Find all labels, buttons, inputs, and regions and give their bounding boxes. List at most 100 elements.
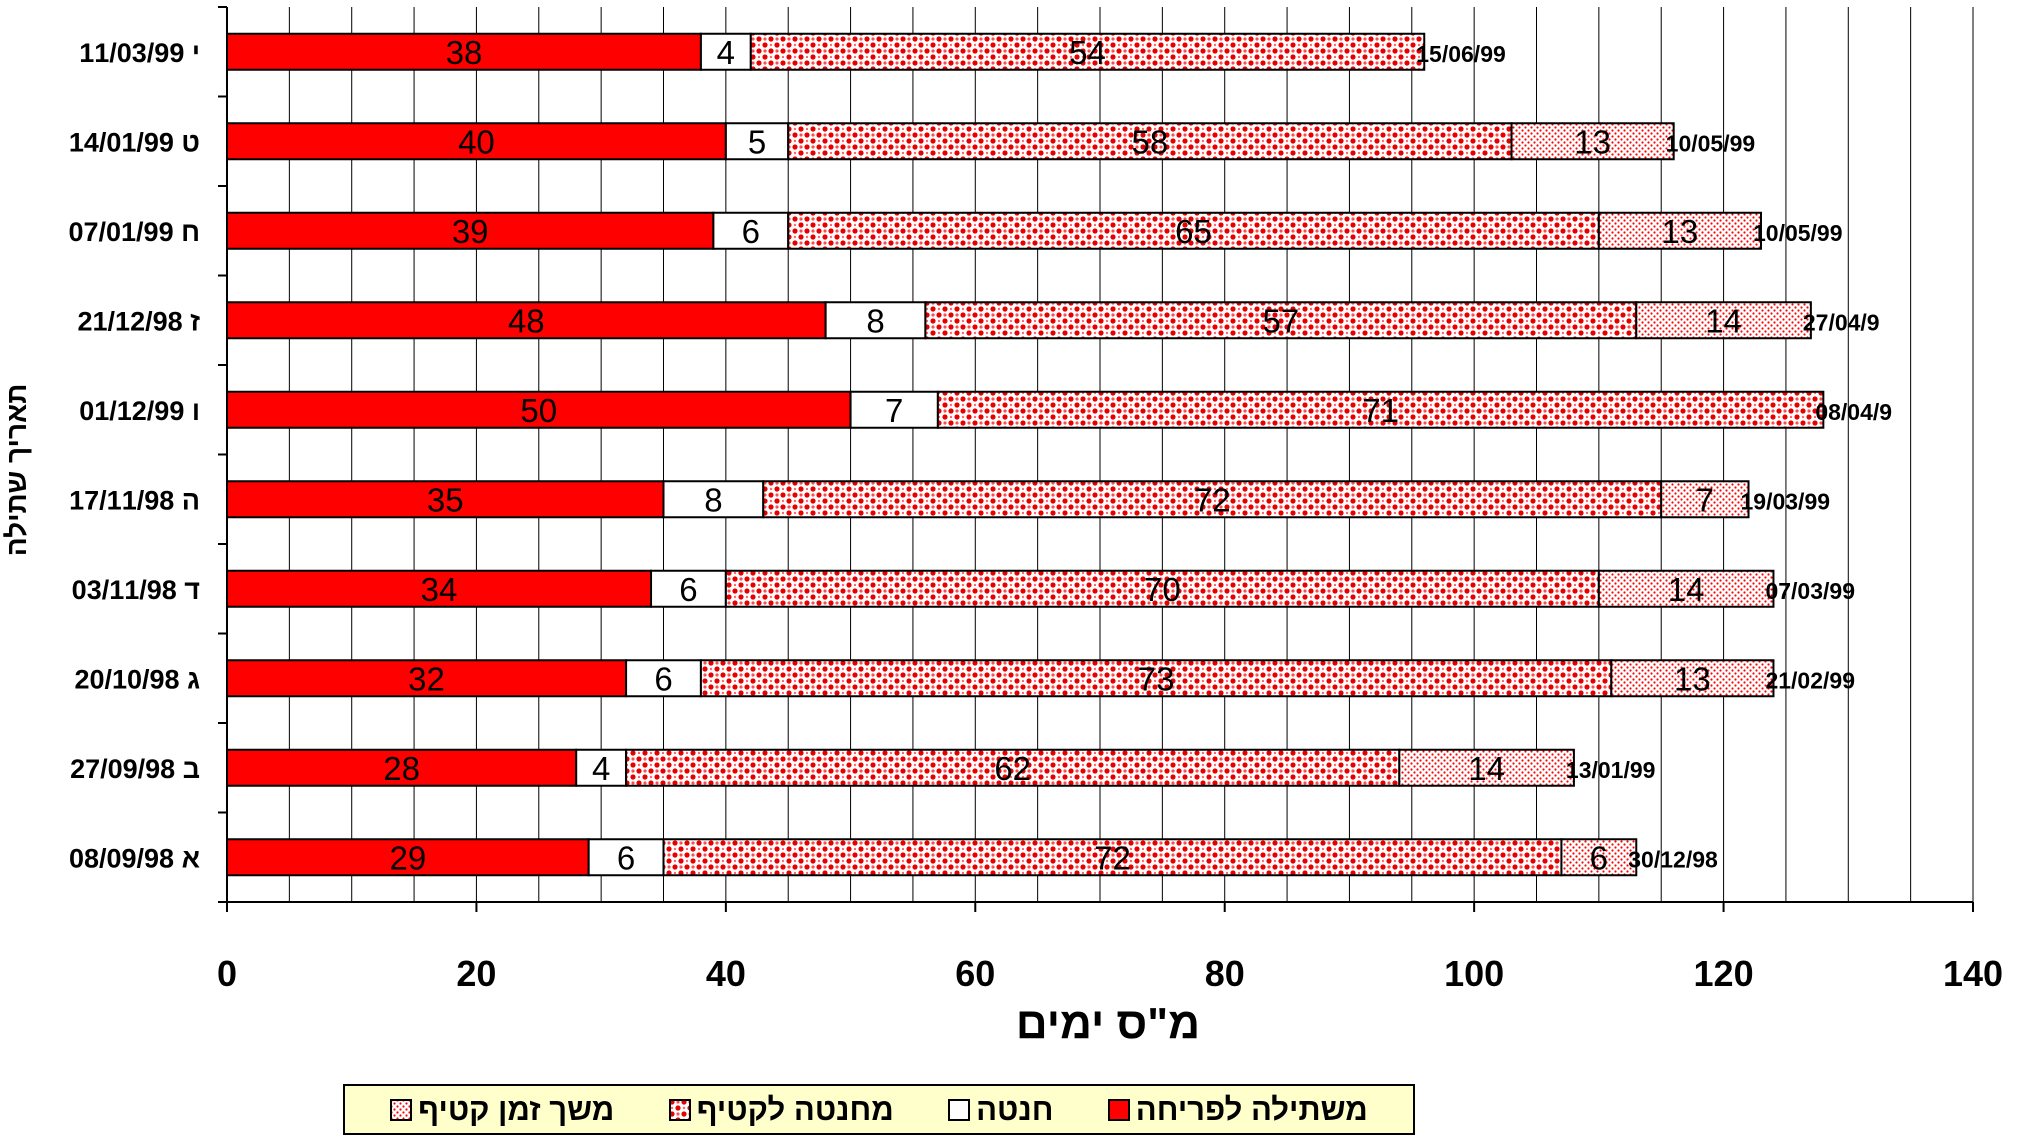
bar-segment-0-2 [749, 32, 1426, 71]
bar-segment-8-1 [575, 748, 628, 787]
bar-segment-8-2 [625, 748, 1401, 787]
category-label-9: 08/09/98 א [69, 843, 200, 873]
legend-label-series-4: משך זמן קטיף [418, 1091, 615, 1127]
x-tick-label-80: 80 [1205, 953, 1245, 994]
x-tick-label-0: 0 [217, 953, 237, 994]
bar-segment-4-2 [936, 390, 1825, 429]
bar-segment-0-1 [699, 32, 752, 71]
category-label-2: 07/01/99 ח [68, 217, 200, 247]
data-label-1-0: 40 [458, 123, 495, 160]
bar-segment-9-3 [1560, 838, 1638, 877]
bar-segment-9-0 [226, 838, 590, 877]
bar-segment-7-2 [699, 659, 1613, 698]
data-label-7-1: 6 [654, 660, 672, 697]
data-label-8-0: 28 [383, 750, 420, 787]
bar-segment-5-2 [762, 480, 1663, 519]
category-label-8: 27/09/98 ב [70, 754, 200, 784]
end-date-label-5: 19/03/99 [1741, 488, 1831, 514]
data-label-4-2: 71 [1362, 392, 1399, 429]
legend-swatch-series-1 [1107, 1098, 1130, 1121]
data-label-9-3: 6 [1590, 839, 1608, 876]
end-date-label-2: 10/05/99 [1753, 220, 1843, 246]
data-label-5-2: 72 [1194, 481, 1231, 518]
legend-item-series-4: משך זמן קטיף [390, 1092, 614, 1128]
category-label-5: 17/11/98 ה [69, 485, 200, 515]
bar-segment-5-1 [662, 480, 765, 519]
bar-segment-2-0 [226, 211, 715, 250]
x-tick-label-120: 120 [1694, 953, 1754, 994]
data-label-0-2: 54 [1069, 34, 1106, 71]
data-label-5-0: 35 [427, 481, 464, 518]
data-label-0-1: 4 [717, 34, 735, 71]
bar-segment-1-2 [787, 122, 1513, 161]
category-label-7: 20/10/98 ג [74, 664, 200, 694]
legend-label-series-1: משתילה לפריחה [1135, 1091, 1368, 1127]
end-date-label-4: 08/04/9 [1815, 399, 1892, 425]
data-label-1-2: 58 [1132, 123, 1169, 160]
data-label-1-1: 5 [748, 123, 766, 160]
data-label-6-1: 6 [679, 571, 697, 608]
legend-label-series-2: חנטה [976, 1091, 1054, 1127]
data-label-2-0: 39 [452, 213, 489, 250]
data-label-2-1: 6 [742, 213, 760, 250]
data-label-8-2: 62 [994, 750, 1031, 787]
data-label-7-3: 13 [1674, 660, 1711, 697]
x-axis-title: מ"ס ימים [1016, 999, 1200, 1048]
end-date-label-1: 10/05/99 [1666, 130, 1756, 156]
x-tick-label-60: 60 [955, 953, 995, 994]
category-label-6: 03/11/98 ד [72, 575, 200, 605]
x-tick-label-100: 100 [1444, 953, 1504, 994]
data-label-8-3: 14 [1468, 750, 1505, 787]
data-label-9-1: 6 [617, 839, 635, 876]
y-axis-title: תאריך שתילה [1, 384, 32, 557]
data-label-0-0: 38 [446, 34, 483, 71]
data-label-4-1: 7 [885, 392, 903, 429]
end-date-label-9: 30/12/98 [1628, 846, 1718, 872]
bar-segment-1-3 [1510, 122, 1675, 161]
legend-item-series-2: חנטה [948, 1092, 1053, 1128]
data-label-5-3: 7 [1696, 481, 1714, 518]
bars [226, 32, 1825, 877]
data-label-6-2: 70 [1144, 571, 1181, 608]
data-label-2-3: 13 [1662, 213, 1699, 250]
data-label-3-3: 14 [1705, 302, 1742, 339]
legend-label-series-3: מחנטה לקטיף [696, 1091, 894, 1127]
bar-segment-2-3 [1597, 211, 1762, 250]
data-label-1-3: 13 [1574, 123, 1611, 160]
legend-item-series-1: משתילה לפריחה [1107, 1091, 1368, 1128]
data-label-2-2: 65 [1175, 213, 1212, 250]
end-date-label-8: 13/01/99 [1566, 757, 1656, 783]
chart-legend: משתילה לפריחה חנטה מחנטה לקטיף משך זמן ק… [343, 1084, 1415, 1135]
data-label-3-0: 48 [508, 302, 545, 339]
data-label-7-2: 73 [1138, 660, 1175, 697]
data-label-9-0: 29 [389, 839, 426, 876]
data-label-4-0: 50 [520, 392, 557, 429]
category-label-4: 01/12/99 ו [79, 396, 200, 426]
end-date-label-3: 27/04/9 [1803, 309, 1880, 335]
data-label-9-2: 72 [1094, 839, 1131, 876]
x-tick-label-140: 140 [1943, 953, 2003, 994]
category-label-3: 21/12/98 ז [78, 306, 201, 336]
x-tick-label-20: 20 [456, 953, 496, 994]
data-label-6-0: 34 [421, 571, 458, 608]
axes [218, 6, 1974, 912]
data-label-6-3: 14 [1668, 571, 1705, 608]
category-label-1: 14/01/99 ט [69, 127, 200, 157]
legend-swatch-series-4 [390, 1098, 413, 1121]
bar-segment-8-3 [1398, 748, 1575, 787]
bar-segment-6-1 [650, 569, 727, 608]
bar-segment-2-1 [712, 211, 790, 250]
bar-segment-3-2 [924, 301, 1638, 340]
bar-segment-3-3 [1635, 301, 1812, 340]
bar-segment-6-2 [724, 569, 1600, 608]
end-date-label-6: 07/03/99 [1765, 578, 1855, 604]
bar-segment-2-2 [787, 211, 1600, 250]
data-label-5-1: 8 [704, 481, 722, 518]
end-date-label-7: 21/02/99 [1765, 667, 1855, 693]
legend-swatch-series-3 [668, 1098, 691, 1121]
x-tick-label-40: 40 [706, 953, 746, 994]
data-label-8-1: 4 [592, 750, 610, 787]
